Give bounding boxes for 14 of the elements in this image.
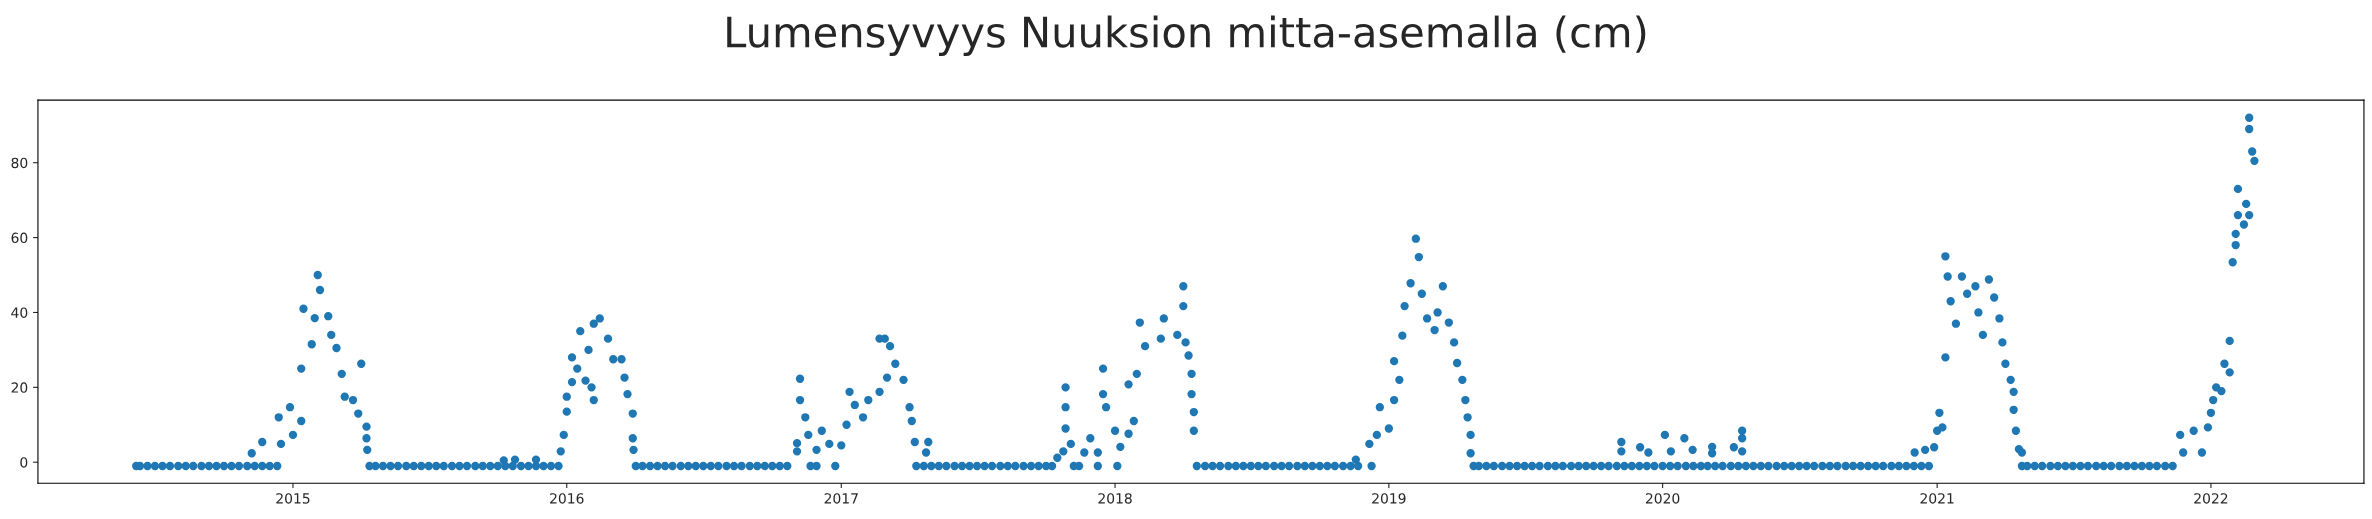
y-tick-label: 20 [11,382,28,393]
x-tick-label: 2017 [824,493,858,504]
y-tick-label: 80 [11,157,28,169]
x-tick-label: 2020 [1645,493,1680,504]
y-tick-label: 40 [11,307,28,318]
x-tick-label: 2019 [1372,493,1406,504]
x-tick-label: 2018 [1098,493,1132,504]
x-tick-label: 2016 [550,493,584,504]
x-tick-label: 2022 [2194,493,2228,504]
x-tick-label: 2021 [1920,493,1954,504]
y-tick-label: 0 [20,457,28,468]
chart-title: Lumensyvyys Nuuksion mitta-asemalla (cm) [727,15,1646,56]
x-tick-label: 2015 [276,493,310,504]
y-tick-label: 60 [11,232,28,244]
